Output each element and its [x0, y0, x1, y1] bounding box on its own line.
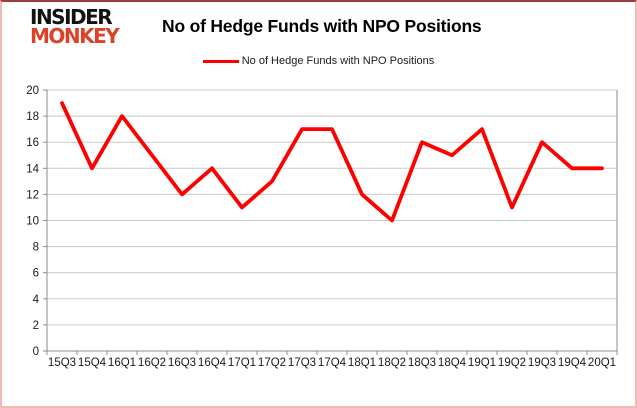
insider-monkey-logo: INSIDER MONKEY — [30, 5, 120, 48]
chart-legend: No of Hedge Funds with NPO Positions — [0, 55, 637, 67]
x-axis-label: 17Q3 — [288, 357, 316, 369]
x-axis-label: 20Q1 — [588, 357, 616, 369]
x-axis-label: 18Q2 — [378, 357, 406, 369]
y-axis-label: 16 — [26, 137, 39, 149]
x-axis-label: 18Q4 — [438, 357, 467, 369]
x-axis-label: 16Q3 — [168, 357, 196, 369]
y-axis-label: 4 — [33, 294, 40, 306]
y-axis-label: 12 — [26, 189, 39, 201]
x-axis-label: 15Q3 — [48, 357, 76, 369]
legend-label: No of Hedge Funds with NPO Positions — [241, 55, 435, 67]
x-axis-label: 19Q1 — [468, 357, 496, 369]
x-axis-label: 18Q3 — [408, 357, 436, 369]
page-title: No of Hedge Funds with NPO Positions — [162, 16, 482, 36]
y-axis-label: 14 — [26, 163, 39, 175]
x-axis-label: 17Q4 — [318, 357, 347, 369]
y-axis-label: 10 — [26, 216, 39, 228]
x-axis-label: 16Q2 — [138, 357, 166, 369]
x-axis-label: 17Q1 — [228, 357, 256, 369]
y-axis-label: 18 — [26, 111, 39, 123]
logo-insider-text: INSIDER — [30, 5, 113, 29]
y-axis-label: 0 — [33, 346, 39, 358]
x-axis-label: 17Q2 — [258, 357, 286, 369]
x-axis-label: 16Q4 — [198, 357, 227, 369]
x-axis-label: 19Q2 — [498, 357, 526, 369]
y-axis-label: 2 — [33, 320, 39, 332]
x-axis-label: 16Q1 — [108, 357, 136, 369]
y-axis-label: 6 — [33, 268, 39, 280]
logo-monkey-text: MONKEY — [30, 24, 120, 48]
y-axis-label: 20 — [26, 85, 39, 97]
y-axis-label: 8 — [33, 242, 39, 254]
legend-line-icon — [202, 59, 239, 63]
x-axis-label: 15Q4 — [78, 357, 107, 369]
x-axis-label: 19Q4 — [558, 357, 587, 369]
x-axis-label: 19Q3 — [528, 357, 556, 369]
data-series-line — [60, 101, 604, 223]
x-axis-label: 18Q1 — [348, 357, 376, 369]
